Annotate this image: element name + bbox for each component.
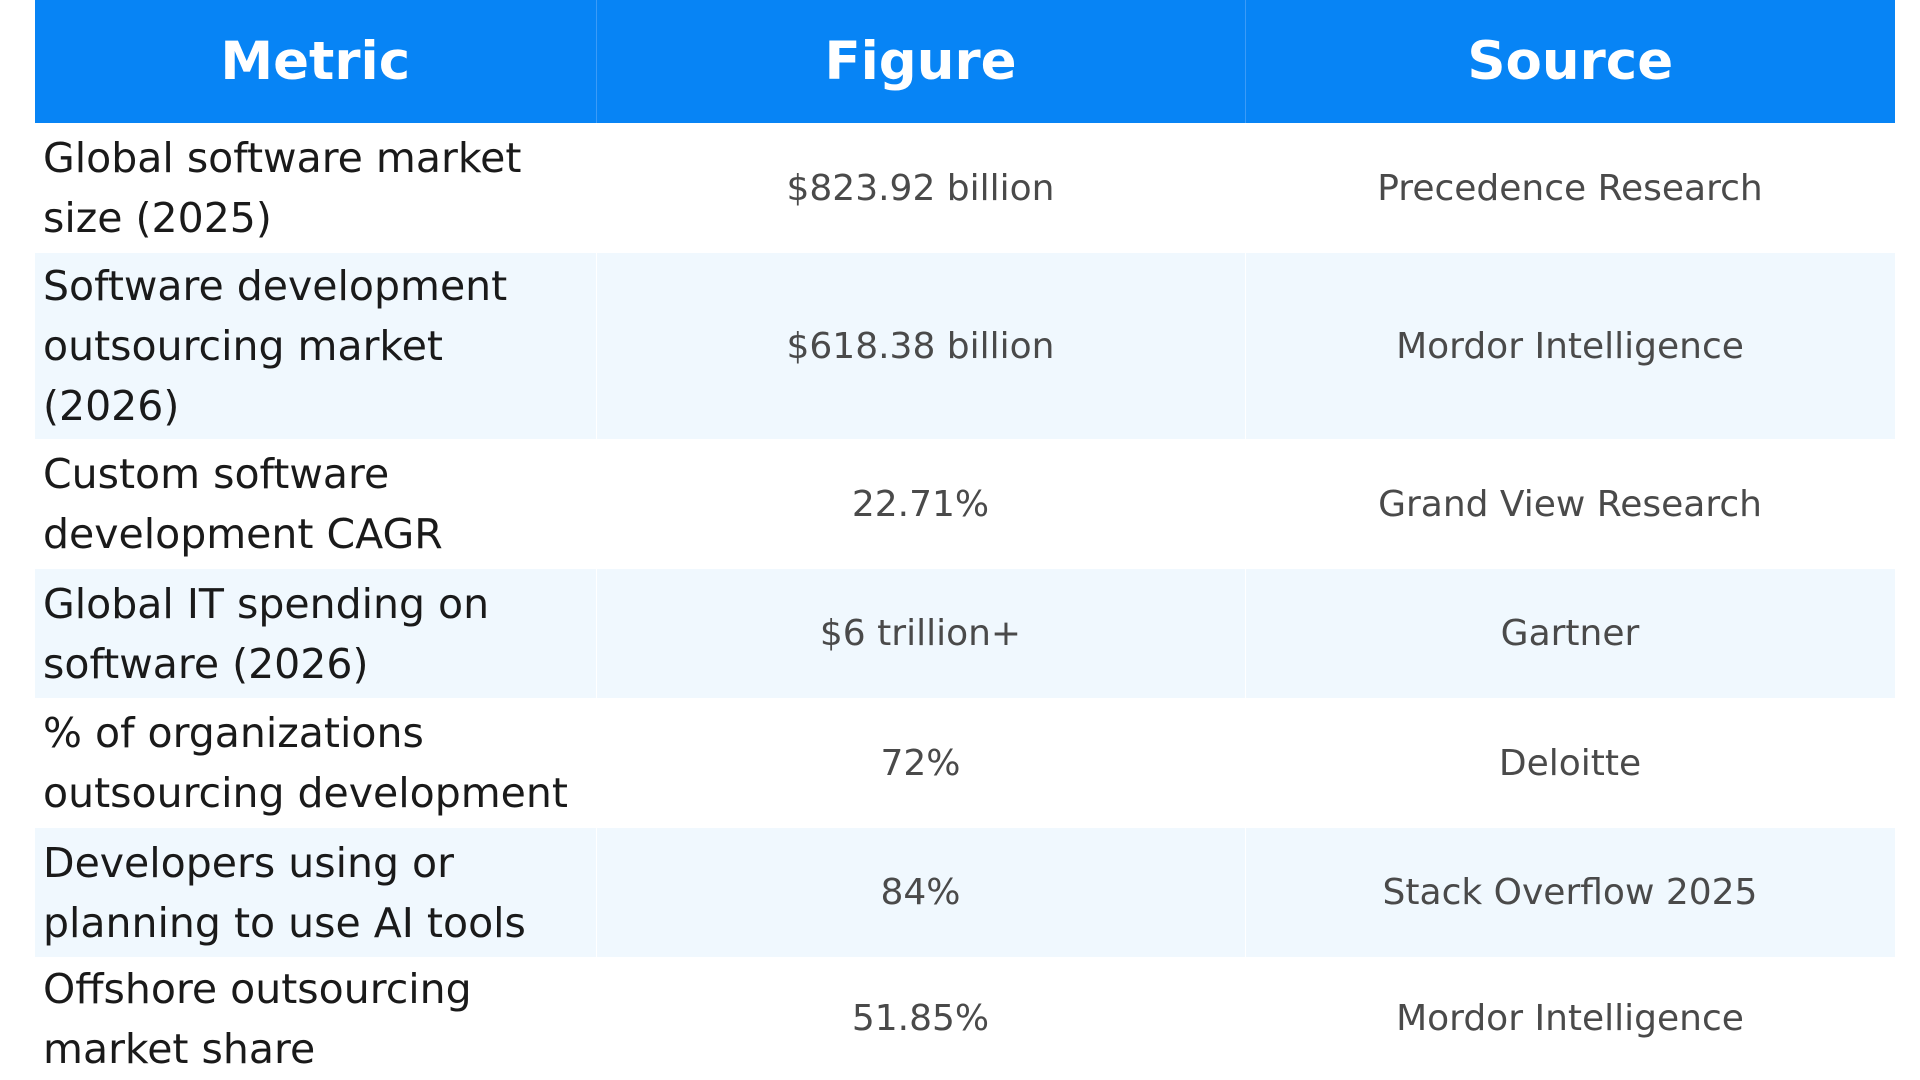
table-header: Metric Figure Source — [35, 0, 1895, 123]
header-metric: Metric — [35, 0, 597, 123]
source-cell: Mordor Intelligence — [1245, 253, 1896, 439]
source-cell: Precedence Research — [1245, 123, 1896, 253]
table-row: % of organizations outsourcing developme… — [35, 698, 1896, 828]
table-row: Global IT spending on software (2026) $6… — [35, 569, 1896, 698]
figure-cell: 72% — [596, 698, 1246, 828]
figure-cell: $823.92 billion — [596, 123, 1246, 253]
source-cell: Gartner — [1245, 569, 1896, 698]
metric-cell: Software development outsourcing market … — [35, 253, 597, 439]
metric-cell: Offshore outsourcing market share — [35, 957, 597, 1080]
table-row: Custom software development CAGR 22.71% … — [35, 439, 1896, 569]
source-cell: Grand View Research — [1245, 439, 1896, 569]
metric-cell: Global software market size (2025) — [35, 123, 597, 253]
figure-cell: 22.71% — [596, 439, 1246, 569]
source-cell: Deloitte — [1245, 698, 1896, 828]
metric-cell: Custom software development CAGR — [35, 439, 597, 569]
table-body: Global software market size (2025) $823.… — [35, 123, 1896, 1080]
metric-cell: Developers using or planning to use AI t… — [35, 828, 597, 957]
header-source: Source — [1245, 0, 1895, 123]
header-figure: Figure — [596, 0, 1246, 123]
table-row: Software development outsourcing market … — [35, 253, 1896, 439]
source-cell: Mordor Intelligence — [1245, 957, 1896, 1080]
figure-cell: 51.85% — [596, 957, 1246, 1080]
metric-cell: % of organizations outsourcing developme… — [35, 698, 597, 828]
table-row: Developers using or planning to use AI t… — [35, 828, 1896, 957]
figure-cell: 84% — [596, 828, 1246, 957]
figure-cell: $6 trillion+ — [596, 569, 1246, 698]
table-row: Offshore outsourcing market share 51.85%… — [35, 957, 1896, 1080]
statistics-table: Metric Figure Source Global software mar… — [35, 0, 1896, 1080]
figure-cell: $618.38 billion — [596, 253, 1246, 439]
header-row: Metric Figure Source — [35, 0, 1895, 123]
table-row: Global software market size (2025) $823.… — [35, 123, 1896, 253]
source-cell: Stack Overflow 2025 — [1245, 828, 1896, 957]
metric-cell: Global IT spending on software (2026) — [35, 569, 597, 698]
